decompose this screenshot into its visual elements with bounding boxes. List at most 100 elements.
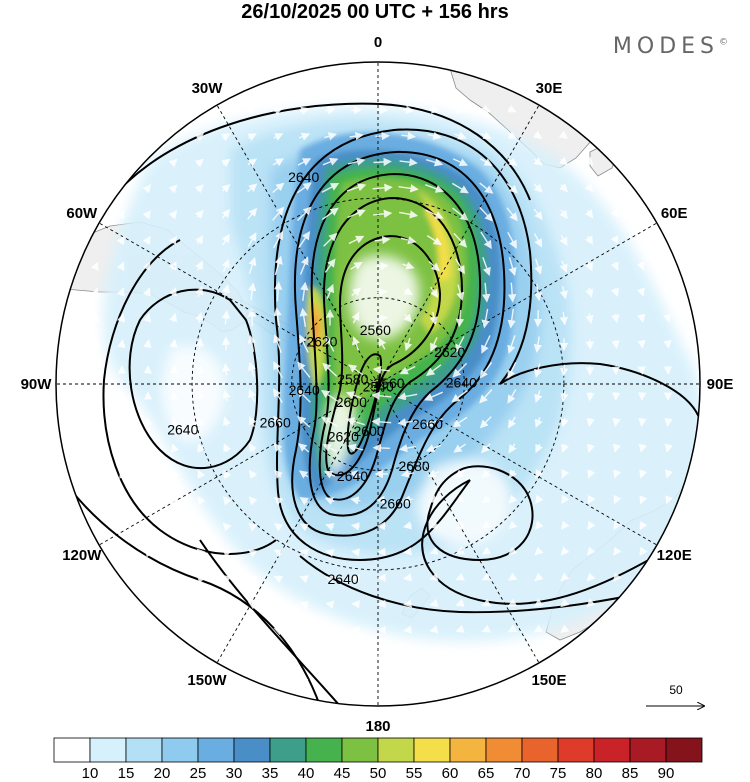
contour-label: 2620 [328,429,359,445]
wind-vector-arrow [298,231,311,249]
wind-vector-arrow [533,157,543,166]
colorbar-swatch [485,737,523,763]
wind-vector-arrow [558,130,569,140]
wind-vector-arrow [398,184,419,193]
map-disc: 2640 2620 2560 2580 2620 2640 2660 2640 2560 2600… [56,62,700,706]
longitude-label: 120W [62,547,102,564]
wind-vector-arrow [455,677,465,686]
wind-vector-arrow [429,599,439,608]
wind-vector-arrow [561,443,570,453]
wind-vector-arrow [481,650,491,659]
contour-label: 2580 [337,371,368,387]
wind-vector-arrow [322,362,338,377]
wind-vector-arrow [168,287,177,297]
contour-label: 2640 [446,375,477,391]
wind-vector-arrow [145,548,154,558]
wind-vector-arrow [507,308,516,329]
colorbar-swatch [269,737,307,763]
wind-vector-arrow [142,184,152,194]
wind-vector-arrow [403,599,413,608]
wind-vector-arrow [611,314,620,324]
wind-vector-arrow [299,334,309,353]
wind-vector-arrow [533,650,544,659]
wind-vector-arrow [637,339,646,349]
wind-vector-arrow [321,183,340,193]
wind-vector-arrow [559,260,568,273]
wind-vector-arrow [425,364,442,377]
wind-vector-arrow [323,470,336,479]
wind-vector-arrow [373,157,392,167]
wind-vector-arrow [639,495,648,505]
wind-vector-arrow [560,624,570,633]
wind-vector-arrow [662,287,671,297]
wind-vector-arrow [429,572,439,582]
wind-vector-arrow [196,574,206,584]
wind-vector-arrow [247,232,257,247]
wind-vector-arrow [535,469,544,479]
wind-vector-arrow [403,677,412,686]
wind-vector-arrow [610,182,620,192]
wind-vector-arrow [426,158,444,167]
wind-vector-arrow [372,443,390,453]
wind-vector-arrow [273,575,284,584]
wind-vector-arrow [196,416,205,427]
longitude-label: 0 [374,34,382,51]
contour-label: 2660 [380,495,411,511]
longitude-label: 150E [531,672,566,689]
wind-vectors [65,104,674,688]
contour-label-text: 2560 [360,322,391,338]
map-boundary [55,61,701,707]
colorbar-swatch [161,737,199,763]
wind-vector-arrow [425,444,442,453]
wind-vector-arrow [170,574,180,584]
wind-vector-arrow [636,261,645,271]
contour-label-text: 2560 [373,375,404,391]
wind-vector-arrow [377,288,388,297]
wind-vector-arrow [248,496,258,506]
colorbar-tick-label: 45 [334,765,351,782]
wind-vector-arrow [222,363,231,376]
wind-vector-arrow [145,495,154,506]
contour-label-text: 2620 [434,344,465,360]
wind-vector-arrow [429,651,439,660]
wind-vector-arrow [610,261,619,271]
wind-vector-arrow [378,337,387,350]
wind-vector-arrow [325,335,335,352]
wind-vector-arrow [455,336,465,353]
contour-2640-ring-west [275,319,471,562]
wind-vector-arrow [453,443,467,453]
wind-vector-arrow [222,522,232,532]
wind-vector-arrow [533,183,543,193]
graticule [56,62,700,706]
wind-vector-arrow [507,104,517,113]
wind-vector-arrow [612,572,622,582]
longitude-label: 150W [187,672,227,689]
wind-vector-arrow [273,281,283,302]
wind-vector-arrow [347,209,366,219]
wind-vector-arrow [221,208,231,219]
wind-vector-arrow [400,469,415,478]
wind-vector-arrow [171,469,180,479]
wind-vector-arrow [320,390,339,402]
colorbar-swatch [665,737,703,763]
wind-vector-arrow [665,495,674,505]
wind-vector-arrow [248,522,258,532]
wind-vector-arrow [145,521,154,532]
wind-vector-arrow [273,679,283,688]
wind-vector-arrow [299,307,308,328]
colorbar: 10 15 20 25 30 35 40 45 50 55 60 65 70 75 80 85 90 [53,737,703,782]
wind-vector-arrow [194,158,204,168]
wind-vector-arrow [119,495,128,505]
wind-vector-arrow [325,652,335,661]
wind-vector-arrow [220,107,231,116]
wind-vector-arrow [587,469,596,479]
wind-vector-arrow [221,183,231,193]
wind-vector-arrow [221,158,231,168]
wind-vector-arrow [299,601,309,610]
wind-vector-arrow [272,182,285,194]
wind-vector-arrow [403,287,414,295]
wind-vector-arrow [426,235,442,246]
wind-vector-arrow [325,574,335,583]
longitude-label: 60W [66,205,98,222]
wind-vector-arrow [65,339,74,349]
